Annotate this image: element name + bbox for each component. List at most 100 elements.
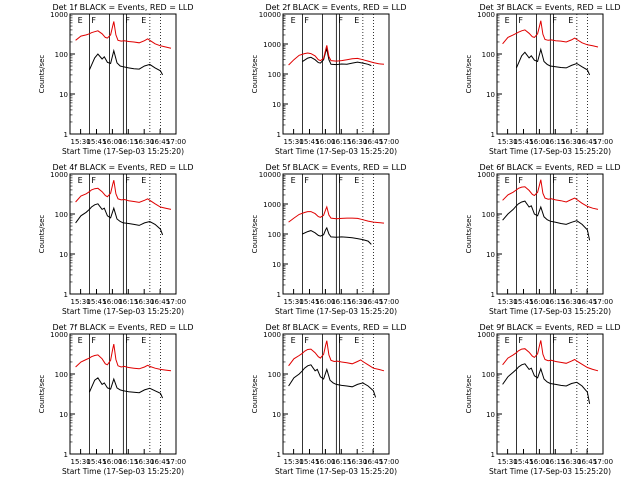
x-tick-label: 15:45 bbox=[513, 138, 533, 146]
y-tick-label: 1000 bbox=[50, 171, 68, 179]
x-tick-label: 16:30 bbox=[347, 138, 367, 146]
series-line-events bbox=[502, 363, 591, 404]
x-tick-label: 15:30 bbox=[71, 138, 91, 146]
y-tick-label: 1000 bbox=[263, 331, 281, 339]
x-tick-label: 15:30 bbox=[284, 458, 304, 466]
detector-plot-7: Det 7f BLACK = Events, RED = LLD 1 10 100 10… bbox=[38, 323, 194, 476]
series-line-events bbox=[88, 377, 164, 399]
y-tick-label: 1000 bbox=[50, 11, 68, 19]
x-tick-label: 17:00 bbox=[593, 138, 613, 146]
x-tick-label: 15:45 bbox=[86, 458, 106, 466]
plot-title: Det 6f BLACK = Events, RED = LLD bbox=[479, 163, 620, 172]
y-axis-label: Counts/sec bbox=[251, 55, 259, 94]
x-tick-label: 16:30 bbox=[134, 138, 154, 146]
y-tick-label: 1000 bbox=[477, 331, 495, 339]
detector-plot-2: Det 2f BLACK = Events, RED = LLD 1 10 100 10… bbox=[251, 3, 407, 156]
plot-title: Det 3f BLACK = Events, RED = LLD bbox=[479, 3, 620, 12]
x-tick-label: 15:30 bbox=[498, 458, 518, 466]
flag-label: E bbox=[354, 336, 359, 345]
flag-label: E bbox=[568, 336, 573, 345]
flag-label: E bbox=[505, 336, 510, 345]
series-line-events bbox=[502, 200, 591, 241]
y-axis-label: Counts/sec bbox=[465, 375, 473, 414]
x-tick-label: 16:45 bbox=[577, 138, 597, 146]
y-tick-label: 10 bbox=[486, 411, 495, 419]
flag-label: E bbox=[141, 176, 146, 185]
flag-label: E bbox=[505, 16, 510, 25]
x-tick-label: 16:45 bbox=[363, 298, 383, 306]
plot-title: Det 4f BLACK = Events, RED = LLD bbox=[52, 163, 193, 172]
flag-label: F bbox=[125, 176, 130, 185]
y-tick-label: 1 bbox=[491, 291, 495, 299]
x-axis-label: Start Time (17-Sep-03 15:25:20) bbox=[62, 467, 184, 476]
flag-label: E bbox=[354, 176, 359, 185]
flag-label: F bbox=[91, 176, 96, 185]
flag-label: E bbox=[141, 16, 146, 25]
x-tick-label: 16:15 bbox=[331, 298, 351, 306]
detector-plot-4: Det 4f BLACK = Events, RED = LLD 1 10 100 10… bbox=[38, 163, 194, 316]
x-tick-label: 17:00 bbox=[593, 458, 613, 466]
series-line-lld bbox=[288, 205, 385, 224]
flag-label: F bbox=[518, 16, 523, 25]
x-tick-label: 15:45 bbox=[299, 298, 319, 306]
flag-label: F bbox=[125, 336, 130, 345]
x-tick-label: 16:15 bbox=[545, 458, 565, 466]
y-tick-label: 1000 bbox=[263, 41, 281, 49]
x-axis-label: Start Time (17-Sep-03 15:25:20) bbox=[489, 147, 611, 156]
y-tick-label: 10000 bbox=[259, 171, 281, 179]
y-tick-label: 1 bbox=[64, 451, 68, 459]
series-line-lld bbox=[288, 45, 385, 66]
flag-label: F bbox=[304, 16, 309, 25]
x-tick-label: 16:45 bbox=[577, 298, 597, 306]
x-tick-label: 16:15 bbox=[331, 458, 351, 466]
x-tick-label: 15:30 bbox=[71, 298, 91, 306]
x-tick-label: 16:15 bbox=[118, 138, 138, 146]
x-tick-label: 16:30 bbox=[561, 458, 581, 466]
y-tick-label: 1 bbox=[277, 291, 281, 299]
y-tick-label: 10 bbox=[272, 261, 281, 269]
flag-label: F bbox=[338, 336, 343, 345]
x-tick-label: 16:00 bbox=[315, 298, 335, 306]
series-line-lld bbox=[502, 179, 599, 210]
y-tick-label: 1 bbox=[491, 131, 495, 139]
flag-label: F bbox=[338, 16, 343, 25]
x-tick-label: 16:45 bbox=[150, 458, 170, 466]
x-tick-label: 16:45 bbox=[150, 138, 170, 146]
x-tick-label: 15:45 bbox=[86, 138, 106, 146]
y-tick-label: 100 bbox=[268, 231, 281, 239]
x-tick-label: 16:45 bbox=[363, 458, 383, 466]
x-tick-label: 16:30 bbox=[347, 458, 367, 466]
plot-title: Det 7f BLACK = Events, RED = LLD bbox=[52, 323, 193, 332]
flag-label: F bbox=[304, 176, 309, 185]
flag-label: F bbox=[125, 16, 130, 25]
series-line-lld bbox=[288, 340, 385, 372]
y-tick-label: 10 bbox=[59, 251, 68, 259]
y-tick-label: 1000 bbox=[477, 11, 495, 19]
flag-label: F bbox=[91, 16, 96, 25]
series-line-lld bbox=[502, 340, 599, 372]
plot-title: Det 9f BLACK = Events, RED = LLD bbox=[479, 323, 620, 332]
x-axis-label: Start Time (17-Sep-03 15:25:20) bbox=[62, 147, 184, 156]
detector-plot-3: Det 3f BLACK = Events, RED = LLD 1 10 100 10… bbox=[465, 3, 621, 156]
y-tick-label: 100 bbox=[482, 371, 495, 379]
x-tick-label: 17:00 bbox=[379, 458, 399, 466]
flag-label: E bbox=[291, 176, 296, 185]
y-tick-label: 1 bbox=[491, 451, 495, 459]
flag-label: E bbox=[291, 336, 296, 345]
y-tick-label: 1 bbox=[277, 451, 281, 459]
flag-label: E bbox=[78, 336, 83, 345]
x-tick-label: 15:30 bbox=[284, 138, 304, 146]
x-tick-label: 16:15 bbox=[545, 138, 565, 146]
y-tick-label: 10 bbox=[486, 91, 495, 99]
series-line-events bbox=[515, 47, 591, 76]
x-tick-label: 16:15 bbox=[331, 138, 351, 146]
x-tick-label: 16:30 bbox=[134, 298, 154, 306]
x-tick-label: 16:45 bbox=[363, 138, 383, 146]
flag-label: F bbox=[91, 336, 96, 345]
series-line-events bbox=[302, 47, 372, 67]
y-tick-label: 1 bbox=[64, 291, 68, 299]
series-line-events bbox=[88, 48, 164, 76]
x-tick-label: 17:00 bbox=[379, 298, 399, 306]
x-tick-label: 15:45 bbox=[299, 138, 319, 146]
x-tick-label: 16:00 bbox=[102, 458, 122, 466]
